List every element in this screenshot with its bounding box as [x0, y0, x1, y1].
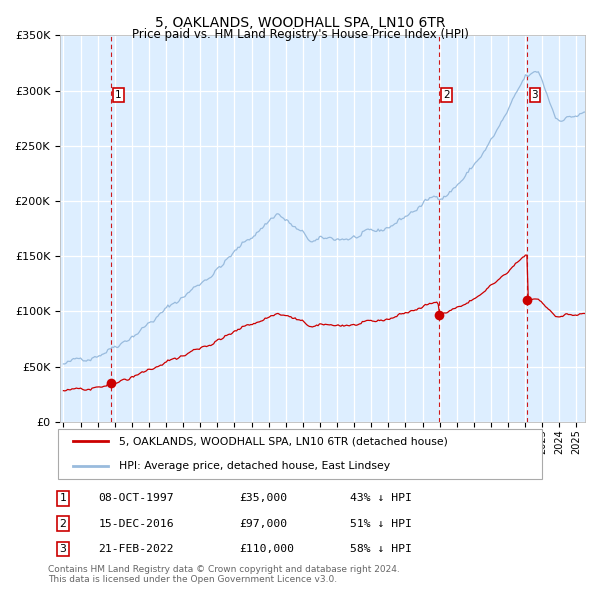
Text: 43% ↓ HPI: 43% ↓ HPI: [350, 493, 412, 503]
Text: 21-FEB-2022: 21-FEB-2022: [98, 544, 174, 554]
Text: 2: 2: [443, 90, 450, 100]
Text: 2: 2: [59, 519, 67, 529]
Text: £97,000: £97,000: [239, 519, 287, 529]
Text: 51% ↓ HPI: 51% ↓ HPI: [350, 519, 412, 529]
Text: 3: 3: [532, 90, 538, 100]
Text: Price paid vs. HM Land Registry's House Price Index (HPI): Price paid vs. HM Land Registry's House …: [131, 28, 469, 41]
Text: Contains HM Land Registry data © Crown copyright and database right 2024.
This d: Contains HM Land Registry data © Crown c…: [48, 565, 400, 584]
Text: £110,000: £110,000: [239, 544, 295, 554]
Text: £35,000: £35,000: [239, 493, 287, 503]
Text: 5, OAKLANDS, WOODHALL SPA, LN10 6TR: 5, OAKLANDS, WOODHALL SPA, LN10 6TR: [155, 16, 445, 30]
Text: 5, OAKLANDS, WOODHALL SPA, LN10 6TR (detached house): 5, OAKLANDS, WOODHALL SPA, LN10 6TR (det…: [119, 436, 448, 446]
FancyBboxPatch shape: [58, 429, 542, 478]
Text: 3: 3: [59, 544, 67, 554]
Text: 08-OCT-1997: 08-OCT-1997: [98, 493, 174, 503]
Text: 1: 1: [59, 493, 67, 503]
Text: 58% ↓ HPI: 58% ↓ HPI: [350, 544, 412, 554]
Text: 15-DEC-2016: 15-DEC-2016: [98, 519, 174, 529]
Text: 1: 1: [115, 90, 122, 100]
Text: HPI: Average price, detached house, East Lindsey: HPI: Average price, detached house, East…: [119, 461, 389, 471]
